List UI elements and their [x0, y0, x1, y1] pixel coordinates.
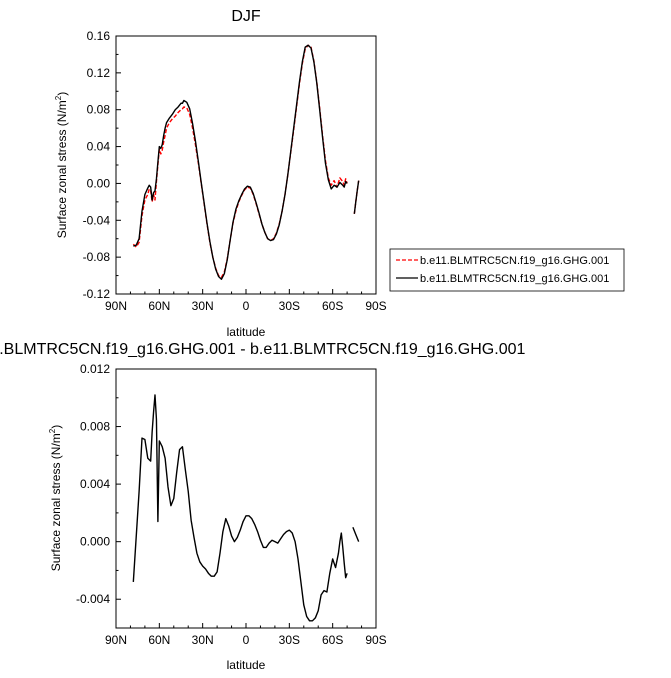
y-tick-label: 0.08	[87, 103, 111, 117]
x-tick-label: 60N	[148, 299, 170, 313]
series-lines-bottom	[132, 394, 360, 622]
x-tick-label: 90N	[105, 633, 127, 647]
legend-label-red: b.e11.BLMTRC5CN.f19_g16.GHG.001	[420, 255, 609, 267]
series-line-bottom-0-seg0	[132, 394, 348, 622]
legend-box	[389, 248, 625, 292]
panel-bottom: 11.BLMTRC5CN.f19_g16.GHG.001 - b.e11.BLM…	[0, 341, 525, 672]
panel-top: DJF 90N 60N 30N 0 30S 60S 90S -0.12 -0.08 -0.04 0…	[54, 8, 625, 339]
x-tick-label: 0	[243, 633, 250, 647]
x-ticks-top: 90N 60N 30N 0 30S 60S 90S	[105, 289, 387, 313]
plot-area-bottom: 90N 60N 30N 0 30S 60S 90S -0.004 0.000 0.004 0.00…	[76, 362, 387, 647]
series-line-bottom-0-seg1	[352, 527, 360, 542]
legend-label-black: b.e11.BLMTRC5CN.f19_g16.GHG.001	[420, 273, 609, 285]
series-line-top-1-seg1	[353, 180, 360, 214]
y-tick-label: -0.04	[83, 213, 111, 227]
x-tick-label: 30S	[279, 299, 300, 313]
x-axis-label-bottom: latitude	[227, 658, 266, 672]
y-tick-label: 0.04	[87, 140, 111, 154]
y-tick-label: -0.08	[83, 250, 111, 264]
x-tick-label: 60S	[322, 633, 343, 647]
y-tick-label: 0.16	[87, 29, 111, 43]
plot-frame-bottom	[115, 368, 377, 629]
y-ticks-top: -0.12 -0.08 -0.04 0.00 0.04 0.08 0.12 0.16	[83, 29, 121, 301]
y-tick-label: 0.012	[80, 362, 110, 376]
legend: b.e11.BLMTRC5CN.f19_g16.GHG.001 b.e11.BL…	[389, 248, 625, 292]
y-axis-label-top: Surface zonal stress (N/m2)	[54, 92, 69, 239]
y-tick-label: 0.004	[80, 477, 110, 491]
x-tick-label: 90S	[365, 633, 386, 647]
x-tick-label: 30N	[192, 633, 214, 647]
y-tick-label: 0.12	[87, 66, 111, 80]
y-ticks-bottom: -0.004 0.000 0.004 0.008 0.012	[76, 362, 121, 606]
x-tick-label: 90N	[105, 299, 127, 313]
plot-area-top: 90N 60N 30N 0 30S 60S 90S -0.12 -0.08 -0.04 0.00 0…	[83, 29, 387, 313]
chart-title-bottom: 11.BLMTRC5CN.f19_g16.GHG.001 - b.e11.BLM…	[0, 341, 525, 358]
x-ticks-bottom: 90N 60N 30N 0 30S 60S 90S	[105, 623, 387, 647]
x-tick-label: 60S	[322, 299, 343, 313]
y-tick-label: 0.000	[80, 535, 110, 549]
series-line-top-0-seg0	[132, 44, 348, 279]
x-tick-label: 30S	[279, 633, 300, 647]
series-lines-top	[132, 44, 360, 280]
chart-title-top: DJF	[231, 8, 261, 25]
y-tick-label: -0.12	[83, 287, 111, 301]
x-tick-label: 90S	[365, 299, 386, 313]
series-line-top-1-seg0	[133, 44, 348, 280]
y-tick-label: 0.00	[87, 176, 111, 190]
x-axis-label-top: latitude	[227, 325, 266, 339]
plot-frame-top	[115, 35, 377, 295]
x-tick-label: 30N	[192, 299, 214, 313]
y-tick-label: 0.008	[80, 420, 110, 434]
y-axis-label-bottom: Surface zonal stress (N/m2)	[48, 425, 63, 572]
x-tick-label: 0	[243, 299, 250, 313]
x-tick-label: 60N	[148, 633, 170, 647]
y-tick-label: -0.004	[76, 592, 110, 606]
